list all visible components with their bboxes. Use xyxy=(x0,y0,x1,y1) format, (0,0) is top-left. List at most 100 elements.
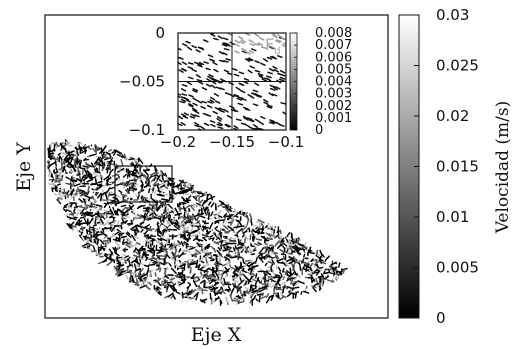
particle xyxy=(61,165,66,173)
particle xyxy=(118,257,126,261)
particle xyxy=(160,182,169,186)
particle xyxy=(87,196,91,202)
particle xyxy=(190,192,196,196)
particle xyxy=(210,229,215,234)
inset-particle xyxy=(240,39,247,43)
particle xyxy=(96,226,100,231)
particle xyxy=(47,146,51,155)
inset-particle xyxy=(179,100,185,104)
particle xyxy=(237,246,245,252)
particle xyxy=(108,162,112,166)
particle xyxy=(304,285,308,293)
particle xyxy=(82,235,90,239)
particle xyxy=(97,192,102,199)
particle xyxy=(128,204,135,211)
particle xyxy=(143,224,151,229)
particle xyxy=(281,286,288,289)
particle xyxy=(59,155,63,161)
particle xyxy=(96,209,103,212)
particle xyxy=(241,225,248,232)
particle xyxy=(131,206,137,211)
particle xyxy=(126,207,129,215)
inset-particle xyxy=(253,42,260,46)
particle xyxy=(125,232,132,238)
inset-particle xyxy=(182,115,189,119)
particle xyxy=(284,252,292,257)
particle xyxy=(197,209,201,214)
particle xyxy=(186,183,192,188)
particle xyxy=(264,262,268,267)
particle xyxy=(82,147,88,152)
colorbar-tick-label: 0 xyxy=(436,309,446,327)
particle xyxy=(57,152,61,156)
particle xyxy=(132,173,136,177)
particle xyxy=(190,273,196,279)
particle xyxy=(151,174,158,178)
colorbar-tick-label: 0.02 xyxy=(436,107,469,125)
particle xyxy=(271,270,276,276)
particle xyxy=(210,300,217,304)
particle xyxy=(68,211,77,216)
particle xyxy=(229,213,234,217)
particle xyxy=(136,205,143,210)
inset-particle xyxy=(234,39,240,44)
particle xyxy=(52,171,56,179)
particle xyxy=(126,231,131,236)
particle xyxy=(130,219,133,225)
particle xyxy=(144,230,148,235)
particle xyxy=(63,193,68,197)
particle xyxy=(131,272,137,275)
inset-particle xyxy=(248,126,254,130)
particle xyxy=(169,246,173,251)
particle xyxy=(110,157,114,162)
particle xyxy=(152,180,159,186)
inset-particle xyxy=(258,75,264,79)
inset-particle xyxy=(198,46,205,51)
inset-particle xyxy=(195,74,201,78)
inset-particle xyxy=(186,81,193,86)
particle xyxy=(137,213,143,219)
particle xyxy=(182,229,189,233)
particle xyxy=(138,174,143,178)
particle xyxy=(157,254,166,257)
particle xyxy=(172,285,177,292)
particle xyxy=(206,252,212,255)
particle xyxy=(140,228,144,233)
particle xyxy=(249,271,257,277)
particle xyxy=(121,235,128,239)
particle xyxy=(277,243,282,249)
particle xyxy=(74,147,79,151)
particle xyxy=(277,261,286,264)
particle xyxy=(172,274,177,280)
inset-particle xyxy=(189,115,196,119)
particle xyxy=(319,280,323,287)
particle xyxy=(243,274,250,281)
inset-particle xyxy=(213,92,220,97)
particle xyxy=(86,238,90,243)
inset-particle xyxy=(185,40,191,44)
particle xyxy=(150,171,158,176)
particle xyxy=(234,265,238,269)
particle xyxy=(91,212,99,218)
inset-particle xyxy=(248,49,255,54)
particle xyxy=(174,263,181,269)
inset-particle xyxy=(279,76,286,80)
particle xyxy=(148,272,152,277)
inset-particle xyxy=(246,117,253,121)
particle xyxy=(58,193,64,198)
particle xyxy=(332,274,336,281)
particle xyxy=(295,238,298,243)
particle xyxy=(147,231,157,235)
inset-particle xyxy=(233,125,239,130)
particle xyxy=(249,213,253,220)
particle xyxy=(274,264,277,269)
particle xyxy=(221,202,229,207)
particle xyxy=(256,278,261,284)
particle xyxy=(151,278,154,284)
particle xyxy=(131,275,135,283)
inset-particle xyxy=(268,67,275,72)
particle xyxy=(106,167,109,174)
particle xyxy=(155,240,162,247)
particle xyxy=(100,231,108,237)
inset-particle xyxy=(280,37,286,41)
